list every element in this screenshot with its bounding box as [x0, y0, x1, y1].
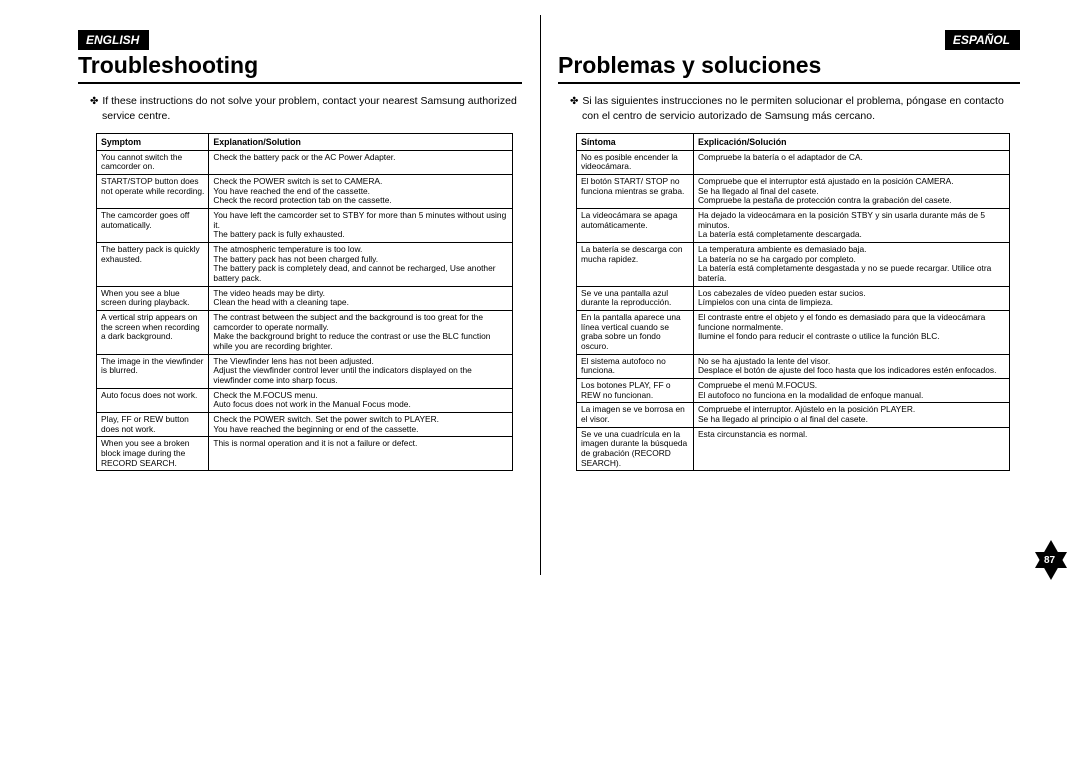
- table-row: La imagen se ve borrosa en el visor.Comp…: [577, 403, 1010, 427]
- symptom-cell: The image in the viewfinder is blurred.: [97, 354, 209, 388]
- symptom-cell: La batería se descarga con mucha rapidez…: [577, 243, 694, 287]
- table-row: When you see a blue screen during playba…: [97, 286, 513, 310]
- table-row: La batería se descarga con mucha rapidez…: [577, 243, 1010, 287]
- solution-cell: Esta circunstancia es normal.: [693, 427, 1009, 471]
- table-row: Se ve una cuadrícula en la imagen durant…: [577, 427, 1010, 471]
- symptom-cell: El sistema autofoco no funciona.: [577, 354, 694, 378]
- solution-cell: The atmospheric temperature is too low.T…: [209, 243, 513, 287]
- table-row: La videocámara se apaga automáticamente.…: [577, 209, 1010, 243]
- symptom-cell: Play, FF or REW button does not work.: [97, 412, 209, 436]
- solution-cell: El contraste entre el objeto y el fondo …: [693, 310, 1009, 354]
- solution-cell: Check the M.FOCUS menu.Auto focus does n…: [209, 388, 513, 412]
- col-header-symptom: Symptom: [97, 133, 209, 150]
- solution-cell: This is normal operation and it is not a…: [209, 437, 513, 471]
- table-row: When you see a broken block image during…: [97, 437, 513, 471]
- table-row: No es posible encender la videocámara.Co…: [577, 150, 1010, 174]
- intro-content: If these instructions do not solve your …: [102, 95, 517, 122]
- table-row: El sistema autofoco no funciona.No se ha…: [577, 354, 1010, 378]
- troubleshooting-table-es: Síntoma Explicación/Solución No es posib…: [576, 133, 1010, 471]
- symptom-cell: El botón START/ STOP no funciona mientra…: [577, 175, 694, 209]
- right-column: ESPAÑOL Problemas y soluciones ✤ Si las s…: [540, 30, 1020, 471]
- table-row: The battery pack is quickly exhausted.Th…: [97, 243, 513, 287]
- table-row: Play, FF or REW button does not work.Che…: [97, 412, 513, 436]
- symptom-cell: Los botones PLAY, FF o REW no funcionan.: [577, 378, 694, 402]
- table-row: Los botones PLAY, FF o REW no funcionan.…: [577, 378, 1010, 402]
- symptom-cell: La imagen se ve borrosa en el visor.: [577, 403, 694, 427]
- table-row: En la pantalla aparece una línea vertica…: [577, 310, 1010, 354]
- language-badge-es: ESPAÑOL: [945, 30, 1020, 50]
- section-title-es: Problemas y soluciones: [558, 52, 1020, 79]
- section-title-en: Troubleshooting: [78, 52, 522, 79]
- solution-cell: Check the battery pack or the AC Power A…: [209, 150, 513, 174]
- title-rule: [78, 82, 522, 84]
- solution-cell: Check the POWER switch is set to CAMERA.…: [209, 175, 513, 209]
- intro-text-en: ✤ If these instructions do not solve your…: [78, 94, 522, 123]
- intro-text-es: ✤ Si las siguientes instrucciones no le p…: [558, 94, 1020, 123]
- manual-page: ENGLISH Troubleshooting ✤ If these instru…: [60, 30, 1020, 471]
- symptom-cell: You cannot switch the camcorder on.: [97, 150, 209, 174]
- symptom-cell: No es posible encender la videocámara.: [577, 150, 694, 174]
- solution-cell: The video heads may be dirty.Clean the h…: [209, 286, 513, 310]
- solution-cell: Compruebe el menú M.FOCUS.El autofoco no…: [693, 378, 1009, 402]
- table-row: The image in the viewfinder is blurred.T…: [97, 354, 513, 388]
- troubleshooting-table-en: Symptom Explanation/Solution You cannot …: [96, 133, 513, 471]
- solution-cell: The contrast between the subject and the…: [209, 310, 513, 354]
- solution-cell: Los cabezales de vídeo pueden estar suci…: [693, 286, 1009, 310]
- symptom-cell: Se ve una cuadrícula en la imagen durant…: [577, 427, 694, 471]
- solution-cell: No se ha ajustado la lente del visor.Des…: [693, 354, 1009, 378]
- title-rule: [558, 82, 1020, 84]
- table-row: Se ve una pantalla azul durante la repro…: [577, 286, 1010, 310]
- symptom-cell: Auto focus does not work.: [97, 388, 209, 412]
- col-header-solution: Explanation/Solution: [209, 133, 513, 150]
- symptom-cell: A vertical strip appears on the screen w…: [97, 310, 209, 354]
- solution-cell: Compruebe que el interruptor está ajusta…: [693, 175, 1009, 209]
- symptom-cell: La videocámara se apaga automáticamente.: [577, 209, 694, 243]
- solution-cell: You have left the camcorder set to STBY …: [209, 209, 513, 243]
- bullet-icon: ✤: [90, 96, 98, 107]
- table-row: The camcorder goes off automatically.You…: [97, 209, 513, 243]
- table-row: You cannot switch the camcorder on.Check…: [97, 150, 513, 174]
- solution-cell: La temperatura ambiente es demasiado baj…: [693, 243, 1009, 287]
- center-divider: [540, 15, 541, 575]
- solution-cell: Compruebe la batería o el adaptador de C…: [693, 150, 1009, 174]
- symptom-cell: START/STOP button does not operate while…: [97, 175, 209, 209]
- table-row: A vertical strip appears on the screen w…: [97, 310, 513, 354]
- symptom-cell: The battery pack is quickly exhausted.: [97, 243, 209, 287]
- symptom-cell: Se ve una pantalla azul durante la repro…: [577, 286, 694, 310]
- col-header-solution: Explicación/Solución: [693, 133, 1009, 150]
- symptom-cell: When you see a blue screen during playba…: [97, 286, 209, 310]
- col-header-symptom: Síntoma: [577, 133, 694, 150]
- language-badge-en: ENGLISH: [78, 30, 149, 50]
- symptom-cell: When you see a broken block image during…: [97, 437, 209, 471]
- solution-cell: Ha dejado la videocámara en la posición …: [693, 209, 1009, 243]
- table-row: START/STOP button does not operate while…: [97, 175, 513, 209]
- page-number: 87: [1044, 555, 1055, 566]
- bullet-icon: ✤: [570, 96, 578, 107]
- symptom-cell: En la pantalla aparece una línea vertica…: [577, 310, 694, 354]
- table-row: Auto focus does not work.Check the M.FOC…: [97, 388, 513, 412]
- solution-cell: Check the POWER switch. Set the power sw…: [209, 412, 513, 436]
- left-column: ENGLISH Troubleshooting ✤ If these instru…: [60, 30, 540, 471]
- symptom-cell: The camcorder goes off automatically.: [97, 209, 209, 243]
- table-row: El botón START/ STOP no funciona mientra…: [577, 175, 1010, 209]
- solution-cell: The Viewfinder lens has not been adjuste…: [209, 354, 513, 388]
- intro-content: Si las siguientes instrucciones no le pe…: [582, 95, 1004, 122]
- solution-cell: Compruebe el interruptor. Ajústelo en la…: [693, 403, 1009, 427]
